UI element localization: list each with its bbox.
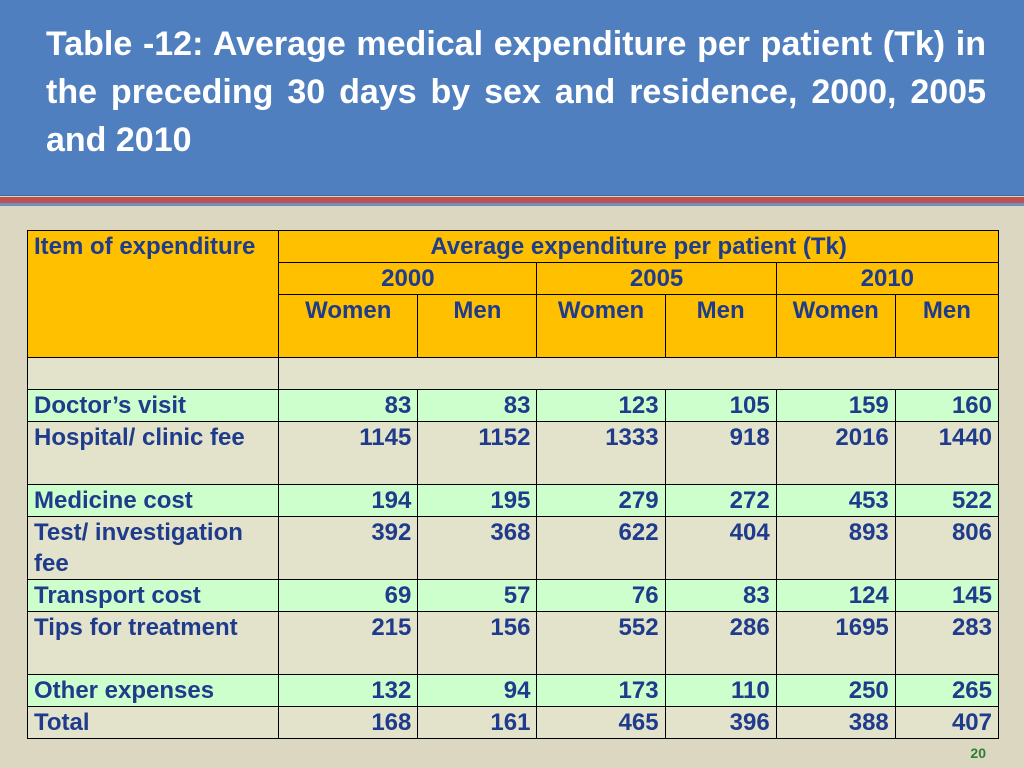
value-cell: 265: [894, 674, 1000, 707]
value-cell: 160: [894, 389, 1000, 422]
value-cell: 156: [417, 611, 538, 675]
value-cell: 83: [278, 389, 419, 422]
spacer-cell: [26, 357, 280, 390]
table-row: Medicine cost 194 195 279 272 453 522: [26, 484, 1000, 517]
header-row-years: 2000 2005 2010: [28, 262, 1000, 295]
row-label: Medicine cost: [26, 484, 280, 517]
value-cell: 392: [278, 516, 419, 580]
group-header: Average expenditure per patient (Tk): [278, 230, 999, 263]
value-cell: 522: [894, 484, 1000, 517]
value-cell: 1440: [894, 421, 1000, 485]
table-row: Test/ investigation fee 392 368 622 404 893 80…: [26, 516, 1000, 580]
value-cell: 76: [536, 579, 666, 612]
value-cell: 1145: [278, 421, 419, 485]
sex-header: Women: [775, 294, 896, 358]
sex-header: Men: [894, 294, 1000, 358]
value-cell: 893: [775, 516, 896, 580]
value-cell: 161: [417, 706, 538, 739]
value-cell: 195: [417, 484, 538, 517]
value-cell: 2016: [775, 421, 896, 485]
item-header: Item of expenditure: [26, 230, 280, 358]
value-cell: 1695: [775, 611, 896, 675]
row-label: Total: [26, 706, 280, 739]
value-cell: 168: [278, 706, 419, 739]
page-number: 20: [970, 745, 986, 761]
value-cell: 123: [536, 389, 666, 422]
value-cell: 918: [664, 421, 777, 485]
spacer-row: [26, 357, 999, 390]
table-row: Doctor’s visit 83 83 123 105 159 160: [26, 389, 1000, 422]
table-row: Hospital/ clinic fee 1145 1152 1333 918 2016 1…: [26, 421, 1000, 485]
header-row-1: Item of expenditure Average expenditure …: [26, 230, 999, 358]
row-label: Test/ investigation fee: [26, 516, 280, 580]
value-cell: 622: [536, 516, 666, 580]
value-cell: 215: [278, 611, 419, 675]
year-header: 2005: [536, 262, 777, 295]
table-row: Tips for treatment 215 156 552 286 1695 283: [26, 611, 1000, 675]
table-row: Other expenses 132 94 173 110 250 265: [26, 674, 1000, 707]
value-cell: 404: [664, 516, 777, 580]
value-cell: 132: [278, 674, 419, 707]
value-cell: 396: [664, 706, 777, 739]
divider-red: [0, 197, 1024, 203]
table-row: Transport cost 69 57 76 83 124 145: [26, 579, 1000, 612]
value-cell: 83: [417, 389, 538, 422]
slide-title: Table -12: Average medical expenditure p…: [46, 25, 986, 159]
value-cell: 83: [664, 579, 777, 612]
row-label: Transport cost: [26, 579, 280, 612]
value-cell: 286: [664, 611, 777, 675]
header-row-sex: Women Men Women Men Women Men: [28, 294, 1000, 358]
value-cell: 194: [278, 484, 419, 517]
value-cell: 283: [894, 611, 1000, 675]
value-cell: 110: [664, 674, 777, 707]
row-label: Other expenses: [26, 674, 280, 707]
value-cell: 69: [278, 579, 419, 612]
value-cell: 453: [775, 484, 896, 517]
value-cell: 806: [894, 516, 1000, 580]
row-label: Doctor’s visit: [26, 389, 280, 422]
value-cell: 173: [536, 674, 666, 707]
sex-header: Men: [417, 294, 538, 358]
value-cell: 57: [417, 579, 538, 612]
value-cell: 94: [417, 674, 538, 707]
divider-blue: [0, 203, 1024, 206]
value-cell: 105: [664, 389, 777, 422]
value-cell: 145: [894, 579, 1000, 612]
value-cell: 279: [536, 484, 666, 517]
value-cell: 124: [775, 579, 896, 612]
value-cell: 1152: [417, 421, 538, 485]
title-banner: Table -12: Average medical expenditure p…: [0, 0, 1024, 196]
value-cell: 272: [664, 484, 777, 517]
value-cell: 388: [775, 706, 896, 739]
row-label: Tips for treatment: [26, 611, 280, 675]
spacer-cell: [278, 357, 999, 390]
table-row: Total 168 161 465 396 388 407: [26, 706, 1000, 739]
sex-header: Women: [278, 294, 419, 358]
value-cell: 250: [775, 674, 896, 707]
value-cell: 552: [536, 611, 666, 675]
value-cell: 465: [536, 706, 666, 739]
year-header: 2000: [278, 262, 538, 295]
value-cell: 159: [775, 389, 896, 422]
expenditure-table: Item of expenditure Average expenditure …: [26, 230, 1000, 739]
value-cell: 1333: [536, 421, 666, 485]
table-body: Doctor’s visit 83 83 123 105 159 160 Hospital/ …: [26, 389, 1000, 739]
year-header: 2010: [775, 262, 1000, 295]
row-label: Hospital/ clinic fee: [26, 421, 280, 485]
sex-header: Women: [536, 294, 666, 358]
value-cell: 407: [894, 706, 1000, 739]
sex-header: Men: [664, 294, 777, 358]
value-cell: 368: [417, 516, 538, 580]
